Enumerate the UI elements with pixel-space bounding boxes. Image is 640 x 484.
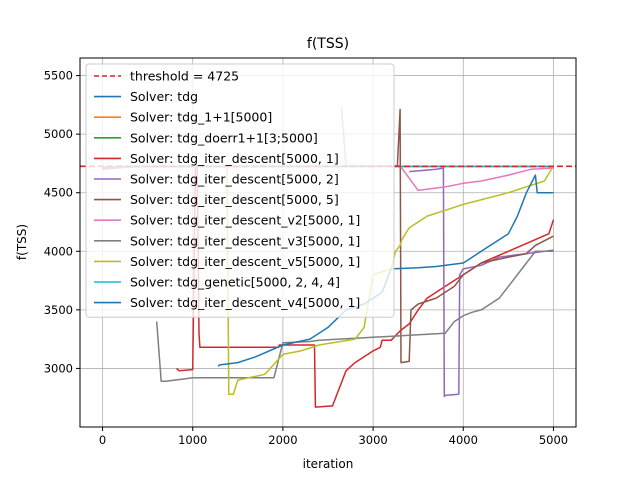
x-tick-label: 3000: [358, 433, 387, 447]
x-tick-label: 5000: [539, 433, 568, 447]
series-line-6: [396, 108, 554, 364]
legend-label: Solver: tdg_iter_descent[5000, 2]: [130, 172, 339, 187]
y-tick-label: 4000: [44, 244, 73, 258]
series-line-8: [155, 250, 554, 383]
legend-label: Solver: tdg_genetic[5000, 2, 4, 4]: [130, 275, 340, 290]
plot-frame: [79, 57, 577, 428]
legend-label: Solver: tdg_iter_descent_v3[5000, 1]: [130, 233, 360, 248]
legend-label: Solver: tdg_iter_descent_v5[5000, 1]: [130, 254, 360, 269]
x-tick-label: 4000: [449, 433, 478, 447]
y-tick-label: 3000: [44, 361, 73, 375]
legend-label: Solver: tdg_iter_descent[5000, 5]: [130, 192, 339, 207]
legend-label: Solver: tdg: [130, 89, 198, 104]
y-tick-label: 5500: [44, 69, 73, 83]
axis-ticks: 0 1000 2000 3000 4000 5000 3000 3500 4000 4500 500…: [44, 69, 568, 447]
legend-label: Solver: tdg_iter_descent_v2[5000, 1]: [130, 213, 360, 228]
legend-label: Solver: tdg_1+1[5000]: [130, 110, 272, 125]
legend: threshold = 4725 Solver: tdg Solver: tdg_1…: [85, 63, 395, 318]
legend-box: [85, 63, 395, 318]
legend-label: Solver: tdg_doerr1+1[3;5000]: [130, 130, 318, 145]
y-tick-label: 4500: [44, 186, 73, 200]
legend-label: Solver: tdg_iter_descent[5000, 1]: [130, 151, 339, 166]
y-axis-label: f(TSS): [15, 224, 29, 260]
legend-label: threshold = 4725: [130, 69, 239, 84]
x-axis-label: iteration: [303, 457, 354, 471]
x-tick-label: 2000: [268, 433, 297, 447]
x-tick-label: 0: [99, 433, 106, 447]
y-tick-label: 5000: [44, 127, 73, 141]
legend-label: Solver: tdg_iter_descent_v4[5000, 1]: [130, 295, 360, 310]
y-tick-label: 3500: [44, 303, 73, 317]
chart-title: f(TSS): [307, 36, 349, 52]
x-tick-label: 1000: [178, 433, 207, 447]
